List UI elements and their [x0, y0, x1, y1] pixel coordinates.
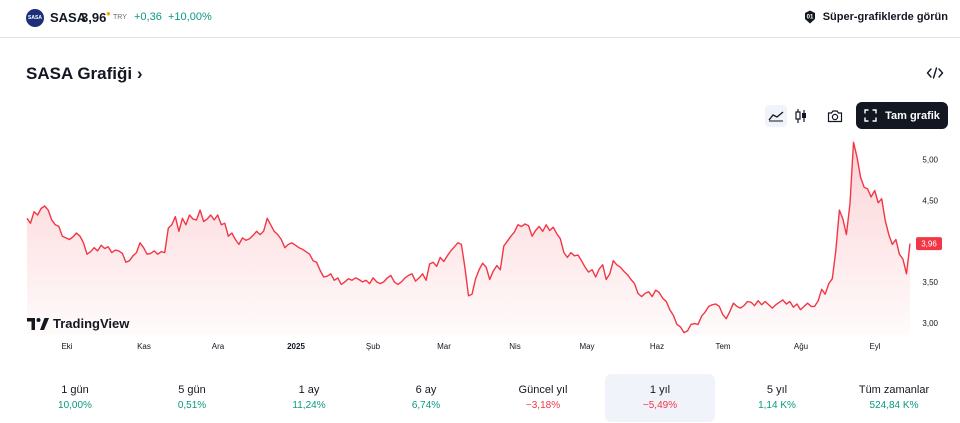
x-tick-label: 2025 — [287, 342, 305, 351]
period-tab[interactable]: 6 ay 6,74% — [371, 374, 481, 422]
period-change: −3,18% — [525, 400, 561, 411]
period-label: 5 gün — [178, 384, 206, 396]
period-tab[interactable]: Tüm zamanlar 524,84 K% — [839, 374, 949, 422]
y-tick-label: 4,50 — [922, 196, 938, 205]
symbol[interactable]: SASA — [50, 10, 87, 25]
candles-button[interactable] — [790, 105, 812, 127]
x-tick-label: Şub — [366, 342, 381, 351]
period-change: 11,24% — [292, 400, 326, 411]
tradingview-logo-icon — [27, 317, 49, 330]
full-chart-label: Tam grafik — [885, 109, 940, 122]
x-tick-label: Ara — [212, 342, 225, 351]
super-charts-icon: 01 — [804, 10, 815, 24]
period-tab[interactable]: 5 gün 0,51% — [137, 374, 247, 422]
price-area-fill — [27, 142, 910, 335]
embed-code-icon[interactable] — [926, 66, 944, 80]
price-change: +0,36 — [134, 11, 162, 23]
price: 3,96 — [81, 10, 107, 25]
period-selector: 1 gün 10,00% 5 gün 0,51% 1 ay 11,24% 6 ay 6,74%… — [26, 374, 946, 422]
period-label: Tüm zamanlar — [858, 384, 930, 396]
fullscreen-icon — [864, 109, 877, 122]
price-line — [26, 141, 911, 334]
period-tab[interactable]: 1 ay 11,24% — [254, 374, 364, 422]
market-status-icon: ● — [106, 9, 111, 18]
period-change: 0,51% — [177, 400, 207, 411]
x-tick-label: Kas — [137, 342, 151, 351]
y-tick-label: 3,50 — [922, 278, 938, 287]
chevron-right-icon: › — [132, 64, 143, 83]
period-change: 524,84 K% — [869, 400, 919, 411]
y-tick-label: 3,00 — [922, 319, 938, 328]
period-tab[interactable]: 1 gün 10,00% — [20, 374, 130, 422]
currency: TRY — [113, 14, 127, 21]
x-tick-label: Eyl — [869, 342, 880, 351]
period-change: −5,49% — [642, 400, 678, 411]
price-change-percent: +10,00% — [168, 11, 212, 23]
period-label: 1 gün — [61, 384, 89, 396]
area-chart-button[interactable] — [765, 105, 787, 127]
svg-text:01: 01 — [806, 15, 813, 21]
period-label: 1 ay — [298, 384, 320, 396]
x-tick-label: Nis — [509, 342, 521, 351]
area-chart-icon — [768, 111, 784, 122]
period-change: 6,74% — [411, 400, 441, 411]
price-chart[interactable]: 5,004,504,003,503,00 EkiKasAra2025ŞubMar… — [0, 135, 960, 360]
x-tick-label: Eki — [61, 342, 72, 351]
period-tab[interactable]: 1 yıl −5,49% — [605, 374, 715, 422]
x-tick-label: Ağu — [794, 342, 808, 351]
chart-title-link[interactable]: SASA Grafiği › — [26, 64, 143, 84]
period-tab[interactable]: Güncel yıl −3,18% — [488, 374, 598, 422]
period-label: 5 yıl — [766, 384, 788, 396]
full-chart-button[interactable]: Tam grafik — [856, 102, 948, 129]
candles-icon — [795, 109, 806, 123]
period-label: 6 ay — [415, 384, 437, 396]
period-tab[interactable]: 5 yıl 1,14 K% — [722, 374, 832, 422]
y-tick-label: 5,00 — [922, 156, 938, 165]
period-change: 1,14 K% — [758, 400, 796, 411]
page-title: SASA Grafiği — [26, 64, 133, 83]
period-change: 10,00% — [58, 400, 92, 411]
last-price-label: 3,96 — [921, 240, 937, 249]
camera-icon — [827, 110, 843, 123]
period-label: 1 yıl — [649, 384, 671, 396]
x-tick-label: Tem — [715, 342, 730, 351]
screenshot-button[interactable] — [824, 105, 846, 127]
top-bar: SASA SASA 3,96 ● TRY +0,36 +10,00% 01 Sü… — [0, 0, 960, 38]
x-tick-label: Haz — [650, 342, 664, 351]
sasa-logo: SASA — [26, 9, 44, 27]
tradingview-watermark[interactable]: TradingView — [27, 316, 129, 331]
period-label: Güncel yıl — [518, 384, 568, 396]
super-charts-link[interactable]: 01 Süper-grafiklerde görün — [803, 10, 948, 24]
x-tick-label: Mar — [437, 342, 451, 351]
last-price-badge: 3,96 — [916, 237, 942, 251]
super-charts-label: Süper-grafiklerde görün — [822, 11, 948, 23]
tradingview-label: TradingView — [53, 316, 130, 331]
x-tick-label: May — [579, 342, 594, 351]
